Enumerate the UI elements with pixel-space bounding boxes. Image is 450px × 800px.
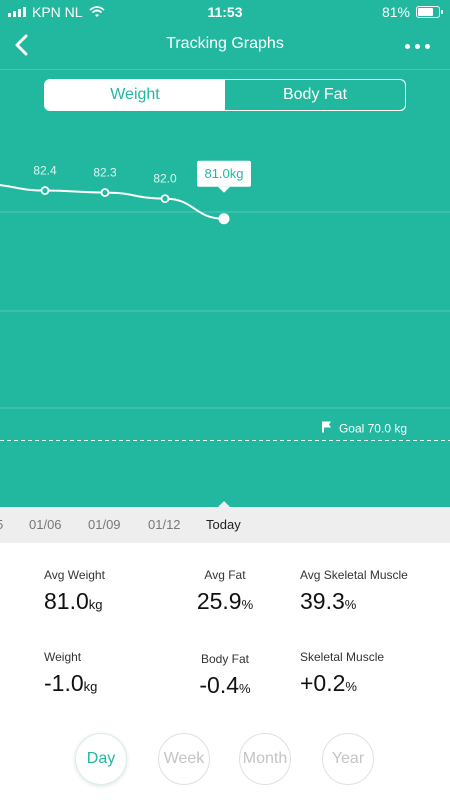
stat-value: 25.9% xyxy=(196,588,254,614)
stat-label: Avg Skeletal Muscle xyxy=(300,568,408,582)
weight-chart[interactable]: Goal 70.0 kg 82.4 82.3 82.0 81.0kg xyxy=(0,120,450,507)
period-year-button[interactable]: Year xyxy=(322,733,374,785)
flag-icon xyxy=(322,421,331,433)
signal-icon xyxy=(8,7,26,17)
data-point-label: 82.0 xyxy=(153,172,177,186)
stat-label: Weight xyxy=(44,650,82,664)
more-icon[interactable] xyxy=(405,44,430,49)
stat-body-fat-change: Body Fat -0.4% xyxy=(194,652,256,699)
tooltip-arrow xyxy=(218,186,230,193)
x-tick-label: 01/12 xyxy=(148,517,181,532)
navigation-bar: Tracking Graphs xyxy=(0,24,450,69)
stat-avg-weight: Avg Weight 81.0kg xyxy=(44,568,105,615)
tooltip-value: 81.0kg xyxy=(204,166,243,181)
battery-percent: 81% xyxy=(381,4,410,20)
stat-label: Avg Fat xyxy=(204,568,246,582)
stat-label: Skeletal Muscle xyxy=(300,650,385,664)
current-value-tooltip: 81.0kg xyxy=(197,160,251,193)
x-tick-label: 01/09 xyxy=(88,517,121,532)
stat-weight-change: Weight -1.0kg xyxy=(44,650,97,697)
stat-label: Avg Weight xyxy=(44,568,105,582)
data-point[interactable] xyxy=(160,194,170,204)
stat-value: +0.2% xyxy=(300,670,357,696)
today-pointer xyxy=(217,501,231,508)
tooltip-box xyxy=(197,160,251,187)
tab-body-fat[interactable]: Body Fat xyxy=(282,86,348,103)
stat-value: -0.4% xyxy=(199,672,251,698)
stat-value: 39.3% xyxy=(300,588,357,614)
x-tick-label: 5 xyxy=(0,517,3,532)
goal-label-text: Goal 70.0 kg xyxy=(339,421,407,435)
metric-tabs: Weight Body Fat xyxy=(44,79,406,111)
wifi-icon xyxy=(88,6,105,17)
data-point-label: 82.4 xyxy=(33,164,57,178)
status-bar: KPN NL 11:53 81% xyxy=(0,0,450,24)
data-point[interactable] xyxy=(40,186,50,195)
data-point[interactable] xyxy=(100,188,110,197)
battery-icon xyxy=(416,6,443,18)
clock: 11:53 xyxy=(207,4,243,20)
period-month-button[interactable]: Month xyxy=(239,733,291,785)
tab-weight[interactable]: Weight xyxy=(45,80,225,110)
stat-avg-fat: Avg Fat 25.9% xyxy=(194,568,256,615)
battery-fill xyxy=(418,8,433,16)
x-axis: 5 01/06 01/09 01/12 Today xyxy=(0,507,450,543)
back-chevron-icon[interactable] xyxy=(10,32,36,58)
nav-divider xyxy=(0,69,450,70)
period-day-button[interactable]: Day xyxy=(75,733,127,785)
data-point-label: 82.3 xyxy=(93,166,117,180)
x-tick-label: 01/06 xyxy=(29,517,62,532)
page-title: Tracking Graphs xyxy=(166,35,284,52)
weight-series-line xyxy=(0,184,225,220)
stat-avg-skeletal: Avg Skeletal Muscle 39.3% xyxy=(300,568,408,615)
carrier-label: KPN NL xyxy=(32,4,83,20)
data-point-current[interactable] xyxy=(218,213,230,225)
stat-label: Body Fat xyxy=(200,652,250,666)
stat-value: -1.0kg xyxy=(44,670,98,696)
goal-label: Goal 70.0 kg xyxy=(322,421,407,435)
x-tick-label-today: Today xyxy=(206,517,241,532)
period-week-button[interactable]: Week xyxy=(158,733,210,785)
stat-skeletal-change: Skeletal Muscle +0.2% xyxy=(300,650,384,697)
stat-value: 81.0kg xyxy=(44,588,103,614)
